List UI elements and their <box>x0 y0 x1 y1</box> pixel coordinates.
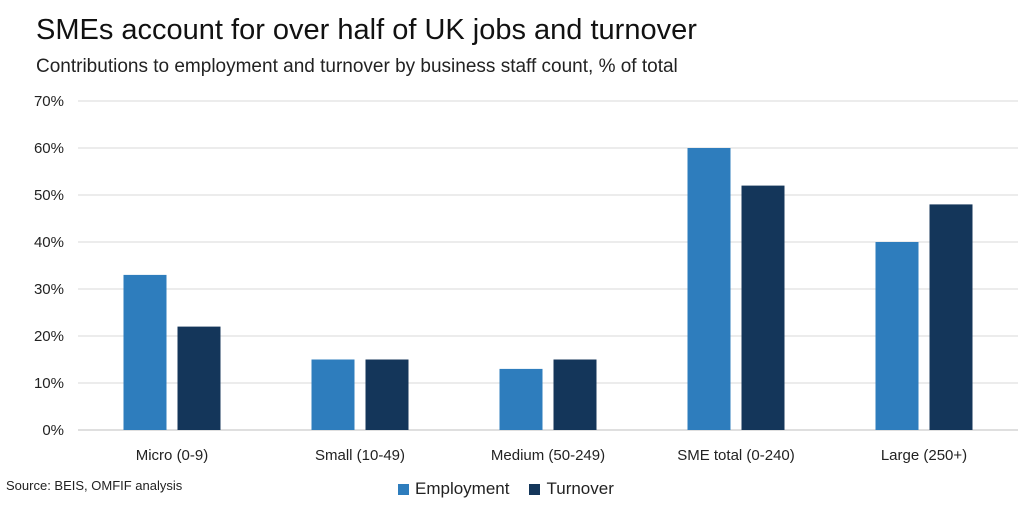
x-tick-label: SME total (0-240) <box>677 447 795 464</box>
x-tick-label: Large (250+) <box>881 447 967 464</box>
gridlines <box>78 100 1018 431</box>
source-note: Source: BEIS, OMFIF analysis <box>6 478 183 493</box>
x-tick-label: Medium (50-249) <box>491 447 605 464</box>
y-tick-label: 50% <box>34 187 64 204</box>
chart-subtitle: Contributions to employment and turnover… <box>36 56 678 77</box>
y-tick-label: 40% <box>34 234 64 251</box>
y-tick-label: 60% <box>34 140 64 157</box>
bar-turnover-4 <box>929 204 973 430</box>
chart-title: SMEs account for over half of UK jobs an… <box>36 14 697 46</box>
bars <box>123 148 973 430</box>
legend-item-employment: Employment <box>398 479 509 499</box>
y-tick-label: 0% <box>42 422 64 439</box>
bar-employment-3 <box>687 148 731 430</box>
bar-employment-0 <box>123 274 167 430</box>
legend-label-turnover: Turnover <box>546 479 614 498</box>
bar-turnover-2 <box>553 359 597 430</box>
legend-label-employment: Employment <box>415 479 510 498</box>
y-axis-ticks: 0% 10% 20% 30% 40% 50% 60% 70% <box>34 93 64 439</box>
y-tick-label: 70% <box>34 93 64 110</box>
bar-employment-1 <box>311 359 355 430</box>
legend-swatch-turnover <box>529 483 541 495</box>
y-tick-label: 30% <box>34 281 64 298</box>
legend-swatch-employment <box>398 483 409 495</box>
x-tick-label: Micro (0-9) <box>136 447 209 464</box>
x-tick-label: Small (10-49) <box>315 447 405 464</box>
legend-item-turnover: Turnover <box>529 479 614 499</box>
bar-turnover-0 <box>177 326 221 430</box>
bar-turnover-3 <box>741 185 785 430</box>
bar-employment-2 <box>499 368 543 430</box>
y-tick-label: 20% <box>34 328 64 345</box>
y-tick-label: 10% <box>34 375 64 392</box>
bar-turnover-1 <box>365 359 409 430</box>
x-axis-ticks: Micro (0-9) Small (10-49) Medium (50-249) S… <box>136 447 967 464</box>
legend: Employment Turnover <box>398 479 614 499</box>
bar-employment-4 <box>875 242 919 430</box>
